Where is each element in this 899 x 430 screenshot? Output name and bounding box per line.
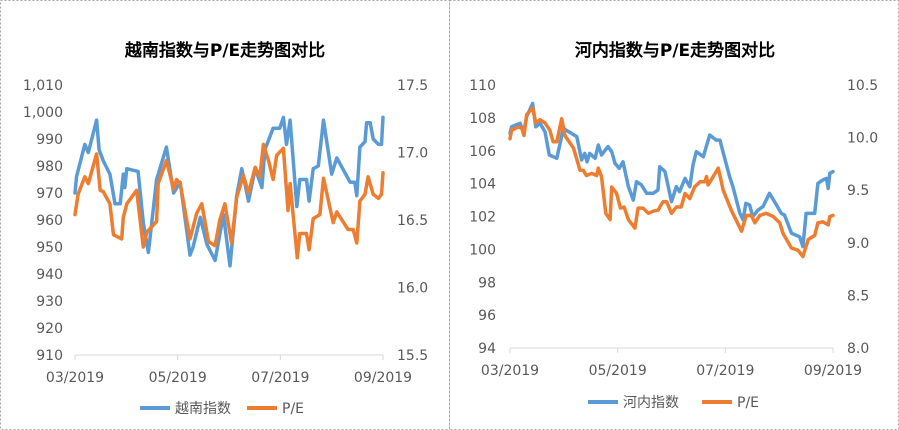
y-left-tick-label: 98 [478, 275, 496, 291]
x-tick-label: 09/2019 [804, 363, 862, 379]
y-left-tick-label: 108 [469, 111, 496, 127]
y-left-tick-label: 102 [469, 210, 496, 226]
legend-hanoi: 河内指数 P/E [588, 395, 759, 411]
x-tick-label: 07/2019 [696, 363, 754, 379]
y-right-tick-label: 10.0 [847, 131, 878, 147]
chart-title-hanoi: 河内指数与P/E走势图对比 [575, 40, 775, 61]
y-left-tick-label: 104 [469, 177, 496, 193]
x-tick-label: 09/2019 [354, 370, 412, 386]
y-right-tick-label: 10.5 [847, 78, 878, 94]
x-tick-label: 07/2019 [251, 370, 309, 386]
y-left-tick-label: 1,000 [23, 105, 63, 121]
hanoi-chart: 94 96 98 100 102 104 106 108 110 8.0 8.5 9.0 9.5 10.0… [469, 78, 878, 379]
y-right-tick-label: 8.5 [847, 288, 869, 304]
y-right-tick-label: 9.5 [847, 183, 869, 199]
pe-series-line [508, 106, 835, 259]
x-tick-label: 05/2019 [149, 370, 207, 386]
y-left-tick-label: 106 [469, 144, 496, 160]
y-right-tick-label: 17.5 [397, 78, 428, 94]
y-left-tick-label: 950 [36, 240, 63, 256]
y-right-tick-label: 15.5 [397, 348, 428, 364]
y-left-tick-label: 940 [36, 267, 63, 283]
chart-title-vietnam: 越南指数与P/E走势图对比 [124, 40, 325, 61]
y-left-tick-label: 110 [469, 78, 496, 94]
y-left-tick-label: 96 [478, 308, 496, 324]
y-left-tick-label: 920 [36, 321, 63, 337]
right-panel-border [449, 0, 899, 430]
x-tick-label: 03/2019 [481, 363, 539, 379]
y-right-tick-label: 16.5 [397, 213, 428, 229]
vietnam-chart: 910 920 930 940 950 960 970 980 990 1,000 1,010 15.… [23, 78, 428, 386]
y-left-tick-label: 980 [36, 159, 63, 175]
y-right-tick-label: 17.0 [397, 146, 428, 162]
y-left-tick-label: 970 [36, 186, 63, 202]
left-panel-border [0, 0, 450, 430]
legend-label-index: 越南指数 [175, 401, 231, 417]
x-tick-label: 05/2019 [589, 363, 647, 379]
y-left-tick-label: 990 [36, 132, 63, 148]
legend-label-pe: P/E [282, 401, 304, 417]
y-left-tick-label: 94 [478, 341, 496, 357]
y-left-tick-label: 1,010 [23, 78, 63, 94]
pe-series-line [73, 142, 385, 260]
y-right-tick-label: 9.0 [847, 236, 869, 252]
y-left-tick-label: 960 [36, 213, 63, 229]
y-right-tick-label: 8.0 [847, 341, 869, 357]
y-left-tick-label: 910 [36, 348, 63, 364]
legend-label-pe: P/E [737, 395, 759, 411]
y-left-tick-label: 100 [469, 242, 496, 258]
legend-vietnam: 越南指数 P/E [140, 401, 304, 417]
y-right-tick-label: 16.0 [397, 281, 428, 297]
index-series-line [73, 115, 385, 268]
y-left-tick-label: 930 [36, 294, 63, 310]
legend-label-index: 河内指数 [623, 395, 679, 411]
x-tick-label: 03/2019 [46, 370, 104, 386]
index-series-line [508, 101, 835, 249]
